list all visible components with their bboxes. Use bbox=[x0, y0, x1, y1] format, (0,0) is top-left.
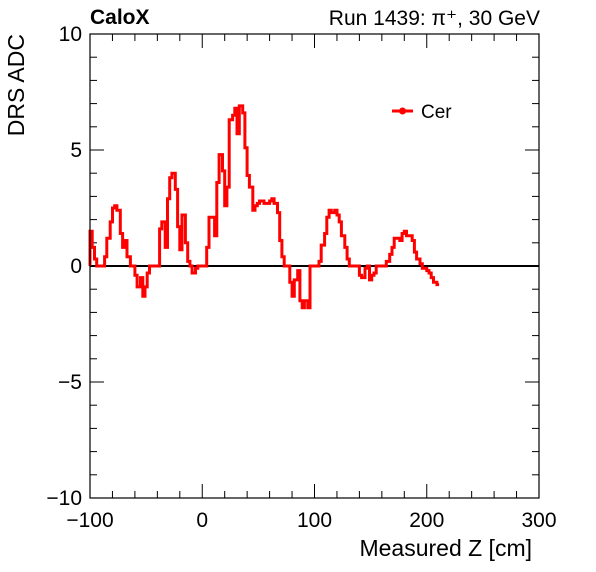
x-tick-label: 100 bbox=[297, 509, 332, 532]
x-tick-label: 300 bbox=[521, 509, 556, 532]
y-tick-label: −10 bbox=[46, 487, 82, 510]
legend-cer-label: Cer bbox=[421, 102, 452, 123]
experiment-label: CaloX bbox=[90, 6, 150, 29]
y-tick-label: 0 bbox=[70, 255, 82, 278]
legend: Cer bbox=[392, 102, 452, 123]
plot-frame bbox=[89, 33, 540, 499]
y-tick-label: −5 bbox=[58, 371, 82, 394]
x-axis-label: Measured Z [cm] bbox=[359, 535, 532, 561]
y-tick-label: 10 bbox=[59, 23, 82, 46]
x-tick-label: 0 bbox=[196, 509, 208, 532]
x-tick-label: 200 bbox=[409, 509, 444, 532]
y-axis-label: DRS ADC bbox=[3, 34, 29, 136]
x-tick-label: −100 bbox=[66, 509, 113, 532]
legend-cer-marker bbox=[399, 107, 406, 115]
series-cer-line bbox=[88, 104, 440, 310]
y-tick-label: 5 bbox=[70, 139, 82, 162]
run-info: Run 1439: π⁺, 30 GeV bbox=[328, 7, 540, 30]
tick-labels: −100 0 100 200 300 −10 −5 0 5 10 bbox=[46, 23, 556, 532]
